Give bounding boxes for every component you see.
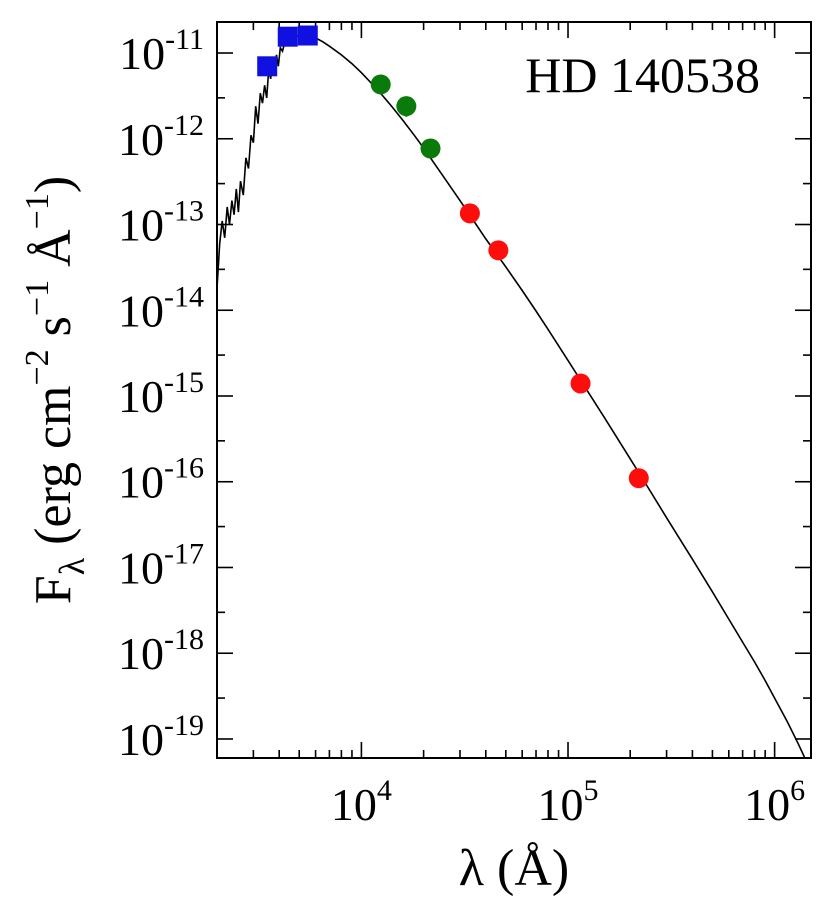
photometry-points [257,25,649,489]
data-point-circle [396,96,417,117]
y-tick-label: 10-19 [118,709,204,765]
y-tick-label: 10-13 [118,195,204,251]
x-tick-label: 106 [744,774,805,830]
data-point-circle [370,74,391,95]
star-name-annotation: HD 140538 [525,47,760,103]
x-tick-label: 105 [538,774,599,830]
y-tick-label: 10-18 [118,623,204,679]
data-point-square [257,56,278,77]
y-tick-labels: 10-11 10-12 10-13 10-14 10-15 10-16 10-17 10-18… [118,23,204,765]
x-axis-title: λ (Å) [459,840,569,897]
y-tick-label: 10-11 [119,23,204,79]
data-point-circle [570,373,591,394]
data-point-circle [459,203,480,224]
y-tick-label: 10-14 [118,280,204,336]
data-point-circle [488,240,509,261]
data-point-square [297,25,318,46]
y-axis-title: Fλ (erg cm−2 s−1 Å−1) [19,176,92,604]
axis-ticks [216,22,811,758]
plot-frame [216,21,812,759]
data-point-circle [420,138,441,159]
x-tick-labels: 104 105 106 [331,774,805,830]
y-tick-label: 10-15 [118,366,204,422]
data-point-square [277,26,298,47]
y-tick-label: 10-12 [118,109,204,165]
y-tick-label: 10-17 [118,537,204,593]
model-sed-curve [217,34,806,758]
y-tick-label: 10-16 [118,452,204,508]
data-point-circle [628,468,649,489]
x-tick-label: 104 [331,774,392,830]
